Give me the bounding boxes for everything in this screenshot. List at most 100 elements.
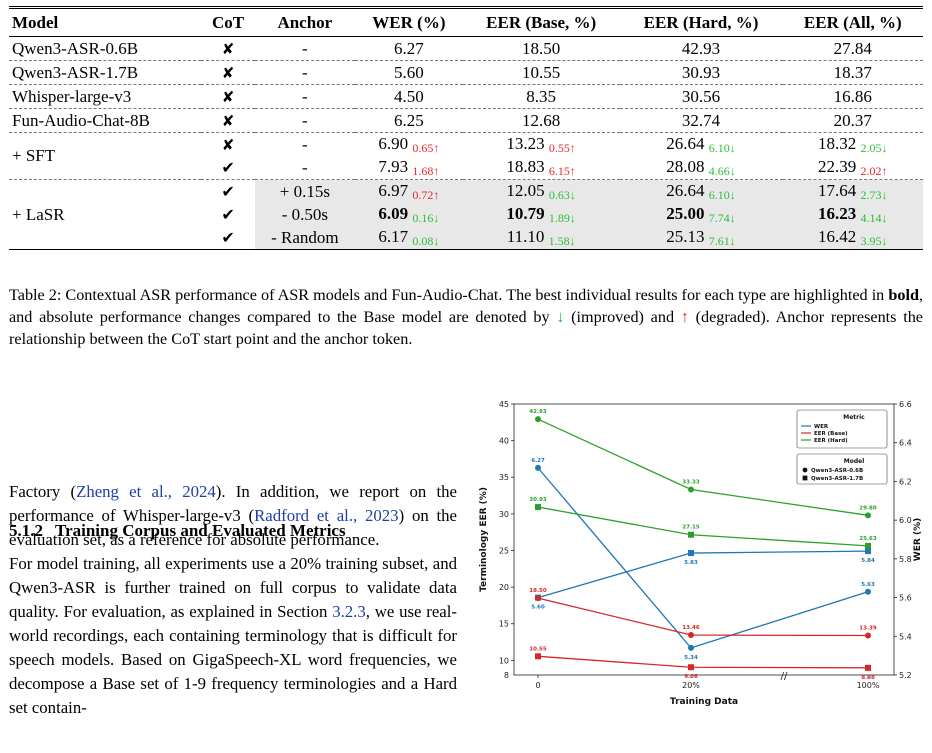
metric-value: 5.60 [394, 62, 424, 82]
metric-value: 13.23 [506, 133, 545, 153]
cell-base: 18.83 6.15↑ [462, 156, 620, 180]
point-hard-1.7B [688, 531, 694, 538]
point-base-1.7B [865, 664, 871, 671]
right-tick-label: 5.2 [899, 671, 912, 680]
cell-base: 11.10 1.58↓ [462, 226, 620, 250]
data-label-wer: 6.27 [531, 458, 545, 464]
left-tick-label: 35 [499, 473, 509, 482]
cell-cot: ✘ [201, 36, 255, 61]
right-tick-label: 6.4 [899, 439, 912, 448]
cell-anchor: - [254, 108, 355, 133]
metric-value: 26.64 [666, 180, 705, 200]
delta-value: 7.74↓ [708, 210, 736, 225]
cell-hard: 32.74 [619, 108, 783, 133]
cell-cot: ✘ [221, 135, 235, 154]
cell-cot: ✔ [201, 226, 255, 250]
left-tick-label: 40 [499, 437, 509, 446]
cell-model: Whisper-large-v3 [9, 84, 202, 109]
point-hard-0.6B [865, 512, 871, 519]
citation-link-radford[interactable]: Radford et al., 2023 [254, 506, 399, 525]
right-tick-label: 5.4 [899, 632, 912, 641]
metric-value: 27.84 [833, 38, 872, 58]
point-base-1.7B [535, 653, 541, 660]
legend-metric-label: WER [814, 424, 829, 430]
cell-base: 18.50 [462, 36, 620, 61]
cell-wer: 6.97 0.72↑ [354, 179, 463, 203]
cell-all: 22.39 2.02↑ [782, 156, 923, 180]
section-link[interactable]: 3.2.3 [332, 602, 366, 621]
body-text: ) on the evaluation set, as a reference … [9, 506, 457, 549]
delta-value: 7.61↓ [708, 233, 736, 248]
table-row: ✔ -7.93 1.68↑ 18.83 6.15↑ 28.08 4.66↓ 22.39 … [9, 156, 923, 180]
cell-anchor: - Random [254, 226, 355, 250]
delta-value: 3.95↓ [860, 233, 888, 248]
legend-model-title: Model [844, 458, 865, 465]
table-row: Qwen3-ASR-1.7B ✘ - 5.60 10.55 30.93 18.37 [9, 60, 923, 85]
left-tick-label: 15 [499, 620, 509, 629]
legend-metric-box [796, 409, 888, 449]
cell-anchor: + 0.15s [254, 179, 355, 203]
cell-cot: ✔ [221, 205, 235, 224]
metric-value: 25.00 [666, 203, 705, 223]
right-tick-label: 6.2 [899, 477, 912, 486]
data-label-base: 13.46 [682, 625, 700, 631]
cell-anchor: - [254, 84, 355, 109]
cell-base: 10.79 1.89↓ [462, 203, 620, 226]
point-hard-0.6B [688, 486, 694, 493]
metric-value: 18.37 [833, 62, 872, 82]
data-label-wer: 5.60 [531, 605, 545, 611]
point-wer-0.6B [688, 644, 694, 651]
delta-value: 2.02↑ [860, 163, 888, 178]
data-label-base: 13.39 [859, 626, 877, 632]
caption-bold: bold [888, 286, 919, 304]
cell-anchor: - 0.50s [254, 203, 355, 226]
metric-value: 4.50 [394, 86, 424, 106]
data-label-base: 18.50 [529, 588, 547, 594]
metric-value: 6.97 [378, 180, 409, 200]
legend-model-square [802, 475, 808, 481]
point-hard-0.6B [535, 416, 541, 423]
body-text: , we use real-world recordings, each con… [9, 602, 457, 717]
subsection-title: Training Corpus and Evaluated Metrics [55, 521, 346, 540]
data-label-hard: 27.15 [682, 525, 700, 531]
cell-anchor: - [254, 36, 355, 61]
citation-link-zheng[interactable]: Zheng et al., 2024 [76, 482, 216, 501]
cell-wer: 6.09 0.16↓ [354, 203, 463, 226]
cell-all: 18.37 [782, 60, 923, 85]
axis-break-mark: // [781, 671, 788, 682]
delta-value: 2.05↓ [860, 140, 888, 155]
delta-value: 0.65↑ [412, 140, 440, 155]
data-label-hard: 29.80 [859, 505, 877, 511]
x-axis-label: Training Data [670, 697, 738, 707]
data-label-hard: 33.33 [682, 479, 700, 485]
cell-hard: 30.56 [619, 84, 783, 109]
metric-value: 25.13 [666, 226, 705, 246]
left-tick-label: 25 [499, 546, 509, 555]
cell-all: 20.37 [782, 108, 923, 133]
metric-value: 42.93 [681, 38, 721, 58]
header-eer-base: EER (Base, %) [462, 7, 620, 37]
data-label-hard: 42.93 [529, 409, 547, 415]
left-tick-label: 20 [499, 583, 509, 592]
legend-metric-title: Metric [843, 414, 865, 421]
delta-value: 0.16↓ [412, 210, 440, 225]
header-eer-hard: EER (Hard, %) [619, 7, 783, 37]
right-tick-label: 6.0 [899, 516, 912, 525]
eer-wer-line-chart: 10 15 20 25 30 35 40 45 8 5.2 5.4 5.6 5.8 6.0 6.2 6.4 6.… [479, 400, 923, 707]
cell-model: Fun-Audio-Chat-8B [9, 108, 202, 133]
delta-value: 4.66↓ [708, 163, 736, 178]
metric-value: 8.35 [526, 86, 557, 106]
data-label-base: 8.98 [861, 675, 875, 681]
cell-wer: 4.50 [354, 84, 463, 109]
header-eer-all: EER (All, %) [782, 7, 923, 37]
data-label-wer: 5.84 [861, 558, 875, 564]
cell-cot: ✔ [201, 156, 255, 180]
cell-base: 12.05 0.63↓ [462, 179, 620, 203]
right-tick-label: 5.6 [899, 594, 912, 603]
metric-value: 17.64 [818, 180, 857, 200]
point-wer-0.6B [535, 464, 541, 471]
delta-value: 1.68↑ [412, 163, 440, 178]
left-tick-label: 45 [499, 400, 509, 409]
metric-value: 10.79 [506, 203, 545, 223]
body-text: Factory ( [9, 482, 77, 501]
